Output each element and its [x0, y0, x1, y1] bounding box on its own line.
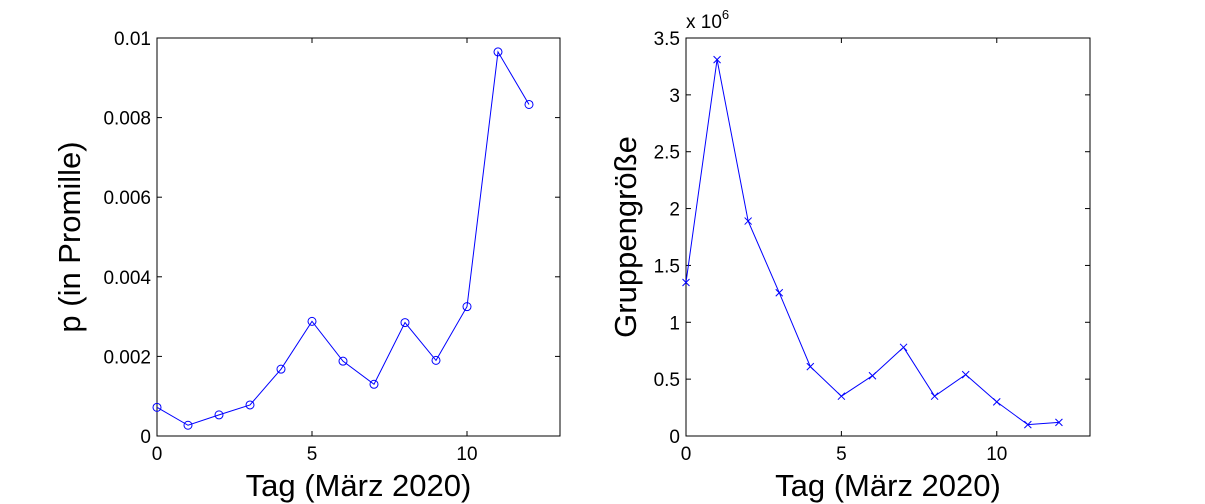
- y-axis-label: Gruppengröße: [608, 136, 643, 338]
- plot-area-frame: [685, 37, 1091, 437]
- data-point: [400, 318, 410, 328]
- data-point: [369, 379, 379, 389]
- data-point: [992, 398, 1001, 406]
- data-point: [868, 371, 877, 380]
- y-tick-label: 0.004: [103, 268, 151, 289]
- y-axis-exponent-label: x 106: [686, 7, 729, 33]
- x-axis-label: Tag (März 2020): [246, 468, 472, 503]
- y-tick-label: 1.5: [654, 256, 680, 277]
- data-point: [462, 302, 472, 312]
- y-tick-label: 3: [669, 86, 680, 107]
- data-point: [214, 410, 224, 420]
- y-tick-label: 0.008: [103, 109, 151, 130]
- x-tick-label: 10: [456, 444, 477, 465]
- x-marker-stroke: [837, 392, 846, 401]
- x-marker-stroke: [868, 371, 877, 380]
- data-point: [524, 99, 534, 109]
- series-line: [156, 50, 530, 426]
- x-tick-label: 5: [836, 444, 847, 465]
- y-axis-label: p (in Promille): [52, 141, 87, 332]
- y-tick-label: 0.01: [114, 29, 151, 50]
- y-tick-label: 3.5: [654, 29, 680, 50]
- series-line: [685, 59, 1059, 426]
- y-tick-label: 2: [669, 200, 680, 221]
- y-tick-label: 0.006: [103, 188, 151, 209]
- data-point: [152, 402, 162, 412]
- y-tick-label: 2.5: [654, 143, 680, 164]
- data-point: [899, 343, 908, 352]
- x-marker-stroke: [775, 288, 784, 297]
- x-axis-label: Tag (März 2020): [775, 468, 1001, 503]
- data-point: [431, 355, 441, 365]
- exponent-power: 6: [722, 7, 729, 22]
- x-tick-label: 10: [986, 444, 1007, 465]
- data-point: [806, 362, 815, 371]
- data-point: [682, 278, 690, 287]
- x-tick-label: 5: [307, 444, 318, 465]
- x-marker-stroke: [899, 343, 908, 352]
- data-point: [837, 392, 846, 401]
- y-tick-label: 0.5: [654, 370, 680, 391]
- x-marker-stroke: [992, 398, 1001, 406]
- chart-panel-2: 0 5 10 0 0.5 1 1.5 2 2.5 3 3.5 x 106 Tag (März 2020)…: [608, 7, 1091, 503]
- x-marker-stroke: [806, 362, 815, 371]
- data-point: [961, 370, 970, 379]
- data-point: [493, 47, 503, 57]
- data-point: [713, 55, 721, 64]
- data-point: [930, 392, 939, 401]
- plot-area-frame: [156, 37, 561, 437]
- x-marker-stroke: [713, 55, 721, 64]
- data-point: [338, 356, 348, 366]
- data-point: [276, 364, 286, 374]
- x-marker-stroke: [930, 392, 939, 401]
- exponent-base: x 10: [686, 12, 722, 33]
- data-point: [183, 420, 193, 430]
- data-point: [744, 217, 753, 225]
- x-marker-stroke: [1055, 418, 1063, 427]
- x-marker-stroke: [1023, 420, 1032, 429]
- data-point: [1023, 420, 1032, 429]
- x-marker-stroke: [744, 217, 753, 225]
- y-tick-label: 1: [669, 313, 680, 334]
- x-tick-label: 0: [681, 444, 692, 465]
- y-tick-label: 0.002: [103, 347, 151, 368]
- data-point: [775, 288, 784, 297]
- data-point: [1055, 418, 1063, 427]
- data-point: [307, 316, 317, 326]
- x-marker-stroke: [961, 370, 970, 379]
- x-marker-stroke: [682, 278, 690, 287]
- x-tick-label: 0: [152, 444, 163, 465]
- y-tick-label: 0: [669, 427, 680, 448]
- chart-panel-1: 0 5 10 0 0.002 0.004 0.006 0.008 0.01 Tag (März 2…: [52, 29, 561, 503]
- y-tick-label: 0: [140, 427, 151, 448]
- data-point: [245, 400, 255, 410]
